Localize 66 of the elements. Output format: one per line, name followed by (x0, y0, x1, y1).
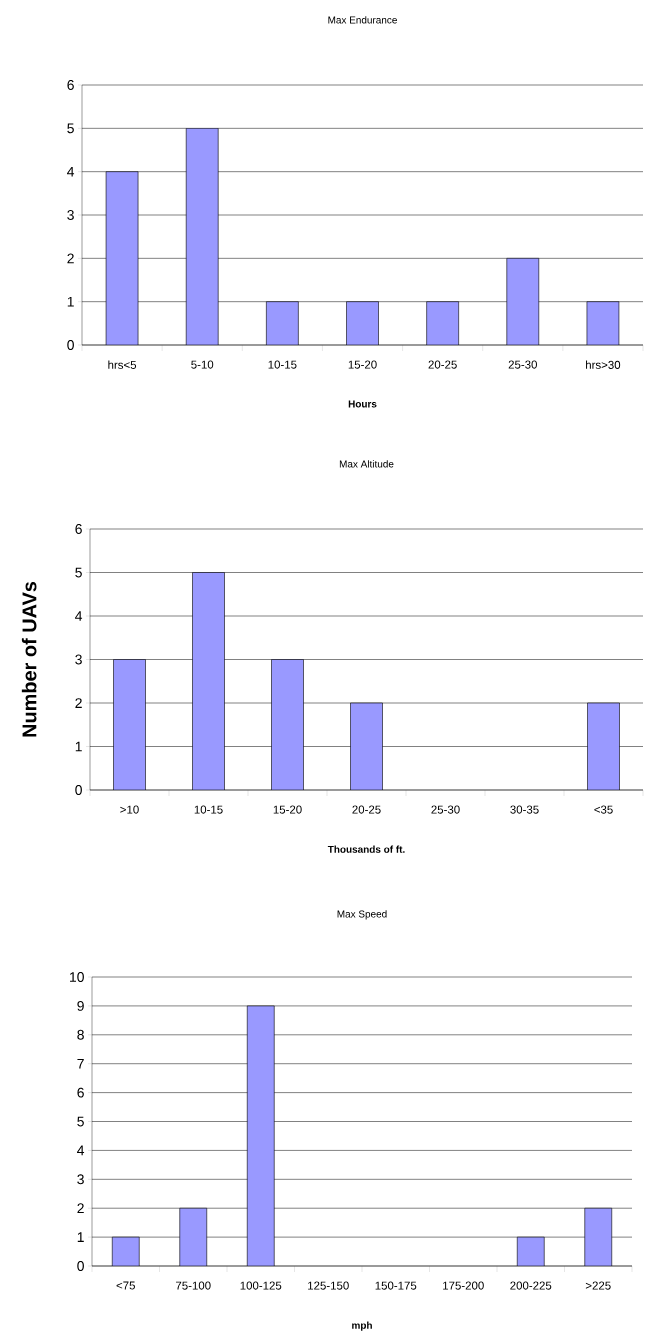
y-tick-label: 0 (77, 1261, 84, 1271)
x-tick-label: 25-30 (508, 360, 537, 369)
x-tick-label: 10-15 (194, 805, 223, 814)
x-tick-label: 150-175 (375, 1281, 417, 1290)
y-tick-label: 5 (67, 123, 74, 134)
x-tick-label: 125-150 (308, 1281, 349, 1290)
x-tick-label: 15-20 (273, 805, 302, 814)
y-tick-label: 2 (67, 253, 74, 264)
y-tick-label: 2 (77, 1203, 84, 1214)
bar (426, 301, 459, 345)
y-tick-label: 3 (67, 210, 74, 220)
y-tick-label: 4 (77, 1145, 85, 1156)
x-tick-label: 20-25 (352, 805, 381, 814)
y-tick-label: 7 (77, 1058, 84, 1069)
x-tick-label: hrs>30 (586, 360, 621, 369)
y-axis-title: Number of UAVs (21, 581, 37, 737)
bar (586, 301, 620, 345)
y-tick-label: 4 (67, 166, 75, 177)
y-tick-label: 4 (75, 611, 83, 621)
x-tick-label: >225 (585, 1281, 611, 1290)
x-tick-label: 5-10 (191, 360, 214, 369)
bar (246, 1005, 275, 1267)
bar (111, 1236, 140, 1267)
x-tick-label: <35 (594, 805, 613, 814)
y-tick-label: 5 (75, 567, 82, 578)
chart-title: Max Endurance (328, 16, 397, 24)
x-axis-title: mph (352, 1321, 372, 1331)
x-tick-label: >10 (120, 805, 139, 814)
y-tick-label: 8 (77, 1029, 84, 1040)
x-tick-label: 200-225 (510, 1281, 552, 1290)
x-axis-title: Hours (348, 400, 377, 408)
y-tick-label: 5 (77, 1116, 84, 1127)
bar (346, 301, 379, 345)
y-tick-label: 2 (75, 698, 82, 708)
x-tick-label: 175-200 (443, 1281, 484, 1290)
x-tick-label: 10-15 (268, 360, 297, 369)
bar (506, 258, 540, 345)
y-tick-label: 9 (77, 1000, 84, 1011)
bar (266, 301, 299, 345)
bar (179, 1207, 208, 1267)
x-tick-label: hrs<5 (108, 360, 137, 369)
x-axis-title: Thousands of ft. (327, 845, 405, 853)
x-tick-label: <75 (116, 1281, 135, 1290)
y-tick-label: 10 (70, 972, 84, 982)
bar (185, 128, 219, 345)
y-tick-label: 0 (75, 785, 82, 795)
y-tick-label: 1 (67, 296, 74, 307)
chart-title: Max Speed (337, 910, 387, 920)
y-tick-label: 0 (67, 340, 74, 350)
x-tick-label: 25-30 (431, 805, 460, 814)
bar (105, 171, 139, 345)
y-tick-label: 6 (75, 524, 82, 534)
x-tick-label: 75-100 (176, 1281, 211, 1290)
x-tick-label: 15-20 (348, 360, 377, 369)
y-tick-label: 1 (75, 741, 82, 752)
y-tick-label: 6 (67, 80, 74, 90)
y-tick-label: 6 (77, 1087, 84, 1098)
bar (516, 1236, 545, 1267)
bar (584, 1207, 613, 1267)
x-tick-label: 20-25 (428, 360, 457, 369)
x-tick-label: 100-125 (240, 1281, 282, 1290)
y-tick-label: 3 (75, 654, 82, 665)
x-tick-label: 30-35 (510, 805, 539, 814)
y-tick-label: 1 (77, 1232, 84, 1242)
y-tick-label: 3 (77, 1174, 84, 1185)
chart-title: Max Altitude (339, 460, 394, 468)
